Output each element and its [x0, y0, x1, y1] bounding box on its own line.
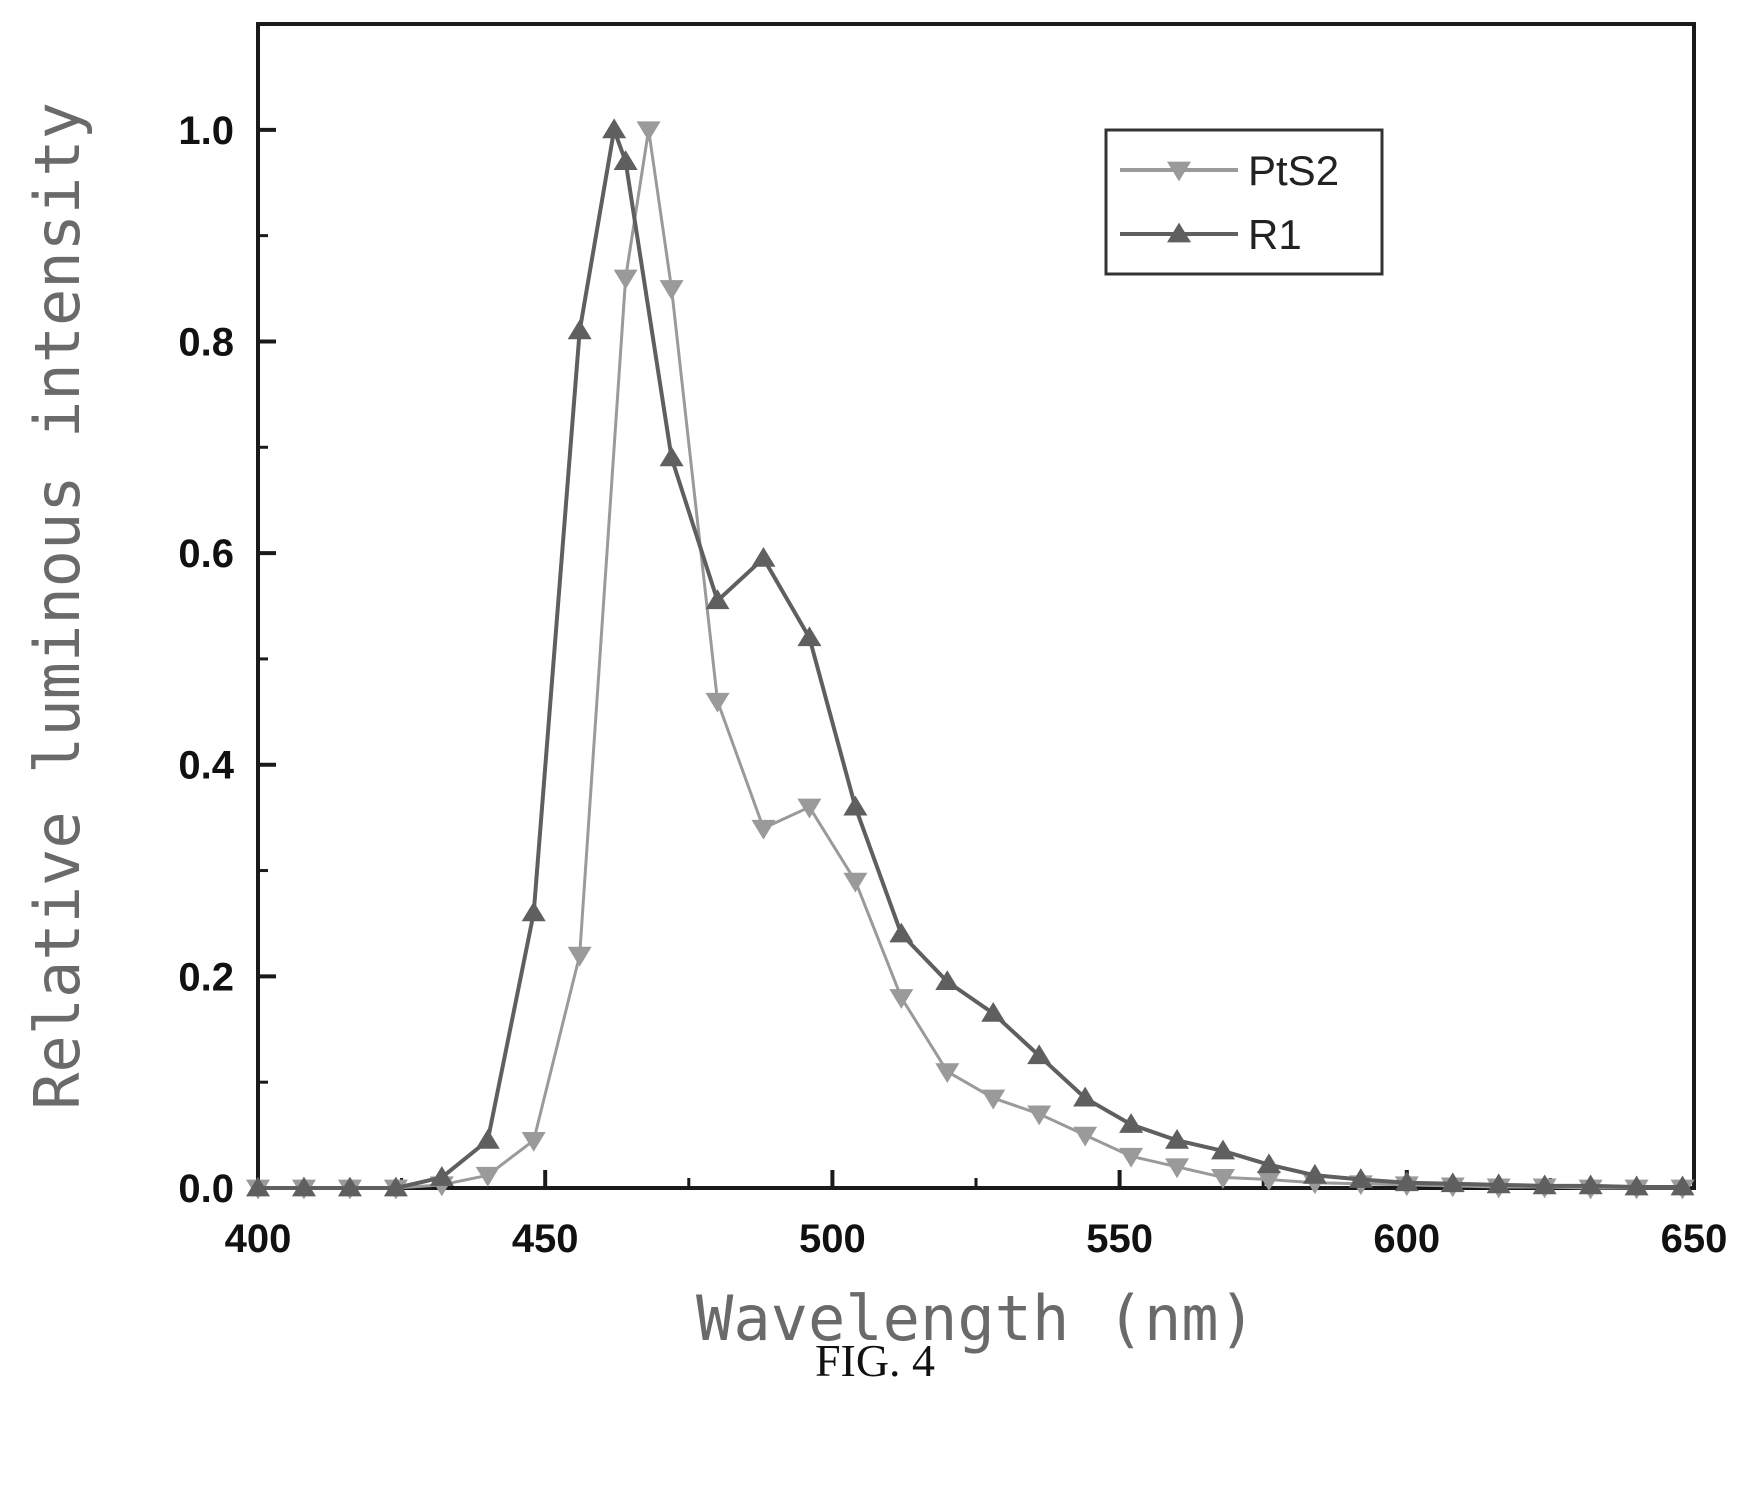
data-point-pts2 — [1027, 1105, 1052, 1126]
y-tick-label: 1.0 — [178, 109, 234, 153]
data-point-r1 — [935, 970, 960, 991]
data-point-r1 — [981, 1002, 1006, 1022]
plot-area: 400 450 500 550 600 650 0.0 0.2 0.4 0.6 0.8 1.0 PtS2… — [178, 22, 1728, 1261]
data-point-pts2 — [843, 872, 868, 893]
data-point-r1 — [889, 922, 914, 943]
data-point-r1 — [429, 1166, 454, 1186]
data-point-r1 — [1532, 1174, 1557, 1195]
data-point-r1 — [291, 1176, 316, 1197]
data-point-r1 — [383, 1176, 408, 1197]
data-point-pts2 — [1073, 1126, 1098, 1147]
data-point-pts2 — [567, 946, 592, 967]
data-point-r1 — [1073, 1086, 1098, 1107]
data-point-r1 — [337, 1176, 362, 1197]
data-point-r1 — [602, 118, 627, 139]
y-tick-label: 0.8 — [178, 320, 234, 364]
data-point-pts2 — [751, 819, 776, 840]
x-tick-label: 400 — [225, 1217, 292, 1261]
data-point-pts2 — [613, 269, 638, 290]
y-tick-label: 0.4 — [178, 744, 234, 788]
x-axis-title: Wavelength (nm) — [696, 1282, 1256, 1355]
legend-box — [1104, 128, 1384, 276]
data-point-r1 — [521, 901, 546, 922]
data-point-pts2 — [889, 989, 914, 1009]
data-point-pts2 — [1119, 1147, 1144, 1168]
data-point-pts2 — [1256, 1171, 1281, 1191]
data-point-r1 — [1119, 1113, 1144, 1133]
data-point-r1 — [246, 1176, 270, 1197]
legend-marker-r1 — [1167, 222, 1191, 243]
data-point-r1 — [1440, 1172, 1465, 1193]
data-point-r1 — [1210, 1139, 1235, 1160]
x-tick-label: 650 — [1661, 1217, 1728, 1261]
data-point-r1 — [1394, 1171, 1419, 1192]
legend-label-r1: R1 — [1248, 211, 1302, 258]
y-tick-label: 0.0 — [178, 1167, 234, 1211]
data-point-r1 — [705, 589, 730, 610]
data-point-pts2 — [659, 280, 684, 300]
data-point-pts2 — [475, 1166, 500, 1187]
data-point-r1 — [1624, 1175, 1649, 1196]
data-point-r1 — [1256, 1153, 1281, 1174]
data-point-pts2 — [705, 692, 730, 713]
x-tick-label: 550 — [1086, 1217, 1153, 1261]
data-point-pts2 — [981, 1089, 1006, 1110]
y-tick-label: 0.2 — [178, 955, 234, 999]
data-point-r1 — [843, 795, 868, 816]
data-point-r1 — [1302, 1163, 1327, 1184]
legend-label-pts2: PtS2 — [1248, 147, 1339, 194]
data-point-r1 — [797, 626, 822, 647]
data-point-r1 — [1578, 1174, 1603, 1195]
data-point-r1 — [567, 319, 592, 340]
data-point-r1 — [1348, 1168, 1373, 1188]
y-tick-label: 0.6 — [178, 532, 234, 576]
y-axis-title: Relative luminous intensity — [21, 102, 94, 1110]
data-point-r1 — [659, 446, 684, 467]
data-point-r1 — [1027, 1044, 1052, 1065]
legend: PtS2 R1 — [1104, 128, 1384, 276]
data-point-pts2 — [797, 798, 822, 819]
figure-caption: FIG. 4 — [815, 1335, 935, 1386]
data-point-r1 — [1670, 1175, 1695, 1196]
data-point-pts2 — [935, 1063, 960, 1083]
data-point-r1 — [751, 546, 776, 567]
data-point-r1 — [1165, 1128, 1190, 1149]
x-tick-label: 450 — [512, 1217, 579, 1261]
data-point-pts2 — [1210, 1169, 1235, 1189]
data-point-pts2 — [1165, 1158, 1190, 1179]
x-tick-label: 500 — [799, 1217, 866, 1261]
data-point-r1 — [475, 1128, 500, 1149]
x-tick-label: 600 — [1373, 1217, 1440, 1261]
data-point-r1 — [1486, 1173, 1511, 1194]
data-point-pts2 — [521, 1131, 546, 1152]
data-point-r1 — [613, 150, 638, 170]
data-point-pts2 — [636, 121, 661, 142]
legend-marker-pts2 — [1167, 161, 1191, 182]
